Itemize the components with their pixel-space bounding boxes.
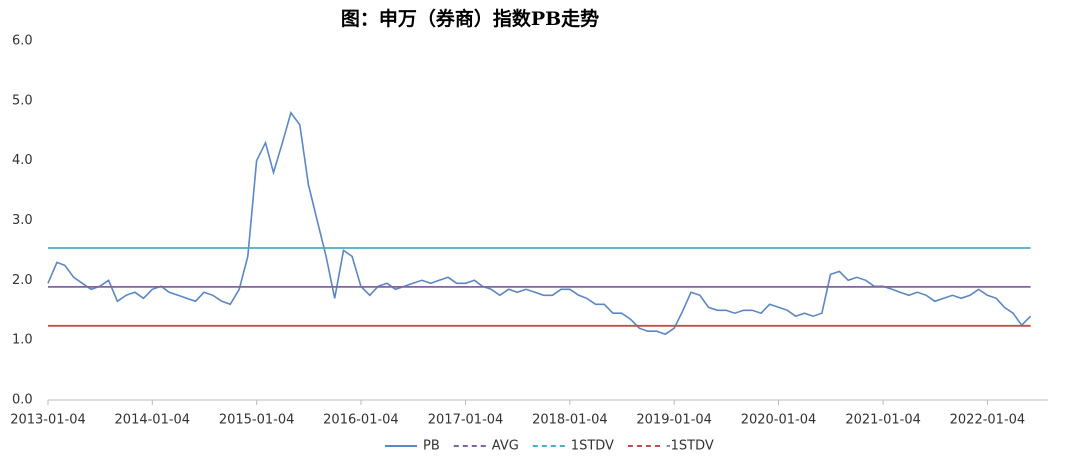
x-tick-label: 2013-01-04 xyxy=(10,413,86,428)
y-tick-label: 1.0 xyxy=(12,333,33,348)
x-tick-label: 2021-01-04 xyxy=(845,413,921,428)
x-tick-label: 2020-01-04 xyxy=(741,413,817,428)
y-tick-label: 5.0 xyxy=(12,93,33,108)
legend-label: PB xyxy=(423,439,440,454)
x-tick-label: 2015-01-04 xyxy=(219,413,295,428)
x-tick-label: 2014-01-04 xyxy=(115,413,191,428)
y-tick-label: 3.0 xyxy=(12,213,33,228)
y-tick-label: 6.0 xyxy=(12,34,33,49)
x-tick-label: 2017-01-04 xyxy=(428,413,504,428)
y-tick-label: 2.0 xyxy=(12,273,33,288)
y-tick-label: 4.0 xyxy=(12,153,33,168)
x-tick-label: 2018-01-04 xyxy=(532,413,608,428)
legend-label: -1STDV xyxy=(666,439,714,454)
x-tick-label: 2016-01-04 xyxy=(323,413,399,428)
chart-title: 图：申万（券商）指数PB走势 xyxy=(341,7,599,30)
x-tick-label: 2022-01-04 xyxy=(950,413,1026,428)
y-tick-label: 0.0 xyxy=(12,393,33,408)
series-line xyxy=(47,111,1032,336)
legend-label: AVG xyxy=(492,439,519,454)
legend-label: 1STDV xyxy=(571,439,614,454)
x-tick-label: 2019-01-04 xyxy=(636,413,712,428)
